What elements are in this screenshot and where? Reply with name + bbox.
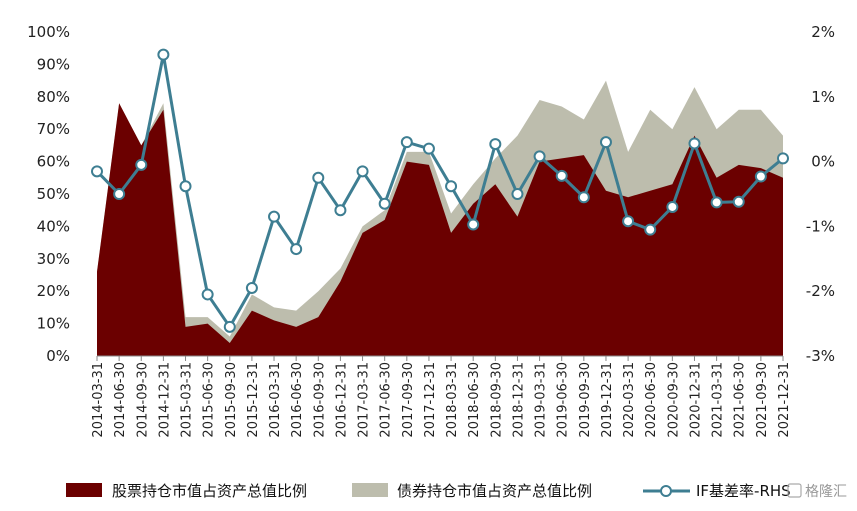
basis-point <box>422 142 435 155</box>
legend-swatch-bond <box>352 483 388 497</box>
left-tick-label: 100% <box>27 23 70 41</box>
x-tick-label: 2020-06-30 <box>644 362 659 438</box>
x-tick-label: 2019-06-30 <box>556 362 571 438</box>
right-tick-label: 1% <box>811 88 835 106</box>
x-tick-label: 2019-09-30 <box>578 362 593 438</box>
watermark-logo-icon <box>787 483 802 498</box>
x-tick-label: 2015-09-30 <box>224 362 239 438</box>
x-tick-label: 2014-12-31 <box>157 362 172 438</box>
basis-point <box>511 188 524 200</box>
left-tick-label: 40% <box>37 217 70 235</box>
x-tick-label: 2014-06-30 <box>113 362 128 438</box>
basis-point <box>732 195 745 208</box>
basis-point <box>666 200 679 213</box>
basis-point <box>599 136 612 149</box>
stock-area-layer <box>97 103 783 356</box>
x-tick-label: 2018-09-30 <box>489 362 504 438</box>
watermark-text: 格隆汇 <box>805 484 847 500</box>
x-tick-label: 2021-03-31 <box>711 362 726 438</box>
x-tick-label: 2018-12-31 <box>511 362 526 438</box>
basis-point <box>356 165 369 178</box>
basis-point <box>710 196 723 209</box>
basis-point <box>268 210 281 223</box>
basis-point <box>135 158 148 171</box>
x-tick-label: 2016-03-31 <box>268 362 283 438</box>
x-tick-label: 2021-06-30 <box>733 362 748 438</box>
right-tick-label: 2% <box>811 23 835 41</box>
basis-point <box>688 137 701 150</box>
basis-point <box>622 215 635 228</box>
basis-point <box>378 197 391 210</box>
x-tick-label: 2015-06-30 <box>202 362 217 438</box>
x-tick-label: 2019-12-31 <box>600 362 615 438</box>
left-tick-label: 80% <box>37 88 70 106</box>
basis-point <box>290 243 303 256</box>
x-axis-ticks: 2014-03-31 2014-06-30 2014-09-30 2014-12-31… <box>91 362 792 438</box>
basis-point <box>489 138 502 151</box>
x-tick-label: 2020-03-31 <box>622 362 637 438</box>
basis-point <box>179 180 192 193</box>
basis-point <box>201 288 214 301</box>
stock-ratio-area <box>97 103 783 356</box>
left-tick-label: 0% <box>46 347 70 365</box>
right-tick-label: 0% <box>811 153 835 171</box>
basis-point <box>91 165 103 178</box>
left-tick-label: 50% <box>37 185 70 203</box>
x-tick-label: 2017-09-30 <box>401 362 416 438</box>
x-tick-label: 2017-12-31 <box>423 362 438 438</box>
x-tick-label: 2016-06-30 <box>290 362 305 438</box>
basis-point <box>754 170 767 183</box>
legend-label-stock: 股票持仓市值占资产总值比例 <box>112 482 307 500</box>
basis-point <box>245 281 258 294</box>
x-tick-label: 2014-09-30 <box>135 362 150 438</box>
basis-point <box>533 150 546 163</box>
right-axis-ticks: -3% -2% -1% 0% 1% 2% <box>806 23 835 365</box>
basis-point <box>644 223 657 236</box>
right-tick-label: -2% <box>806 282 835 300</box>
x-tick-label: 2015-12-31 <box>246 362 261 438</box>
right-tick-label: -3% <box>806 347 835 365</box>
watermark: 格隆汇 <box>787 483 847 500</box>
right-tick-label: -1% <box>806 217 835 235</box>
x-tick-label: 2014-03-31 <box>91 362 106 438</box>
axes-layer <box>96 355 784 361</box>
x-tick-label: 2020-09-30 <box>666 362 681 438</box>
basis-point <box>334 204 347 217</box>
legend-swatch-stock <box>66 483 102 497</box>
x-tick-label: 2021-09-30 <box>755 362 770 438</box>
basis-point <box>400 136 413 149</box>
x-tick-label: 2021-12-31 <box>777 362 792 438</box>
basis-point <box>445 180 458 193</box>
legend-swatch-marker <box>660 485 672 497</box>
basis-point <box>312 171 325 184</box>
legend: 股票持仓市值占资产总值比例 债券持仓市值占资产总值比例 IF基差率-RHS <box>66 482 791 500</box>
x-tick-label: 2019-03-31 <box>534 362 549 438</box>
left-axis-ticks: 0% 10% 20% 30% 40% 50% 60% 70% 80% 90% 100% <box>27 23 70 365</box>
x-tick-label: 2020-12-31 <box>688 362 703 438</box>
basis-line-layer <box>91 48 789 333</box>
basis-point <box>223 320 236 333</box>
x-tick-label: 2017-06-30 <box>379 362 394 438</box>
legend-label-line: IF基差率-RHS <box>696 482 791 500</box>
left-tick-label: 30% <box>37 250 70 268</box>
x-tick-label: 2018-03-31 <box>445 362 460 438</box>
x-tick-label: 2016-12-31 <box>334 362 349 438</box>
legend-label-bond: 债券持仓市值占资产总值比例 <box>397 482 592 500</box>
basis-point <box>555 169 568 182</box>
x-tick-label: 2016-09-30 <box>312 362 327 438</box>
left-tick-label: 70% <box>37 120 70 138</box>
left-tick-label: 10% <box>37 315 70 333</box>
basis-point <box>777 152 789 165</box>
basis-point <box>157 48 170 61</box>
basis-point <box>113 188 126 200</box>
left-tick-label: 60% <box>37 153 70 171</box>
basis-point <box>577 191 590 204</box>
left-tick-label: 20% <box>37 282 70 300</box>
x-tick-label: 2015-03-31 <box>180 362 195 438</box>
left-tick-label: 90% <box>37 55 70 73</box>
x-tick-label: 2018-06-30 <box>467 362 482 438</box>
x-tick-label: 2017-03-31 <box>357 362 372 438</box>
basis-point <box>467 218 480 231</box>
